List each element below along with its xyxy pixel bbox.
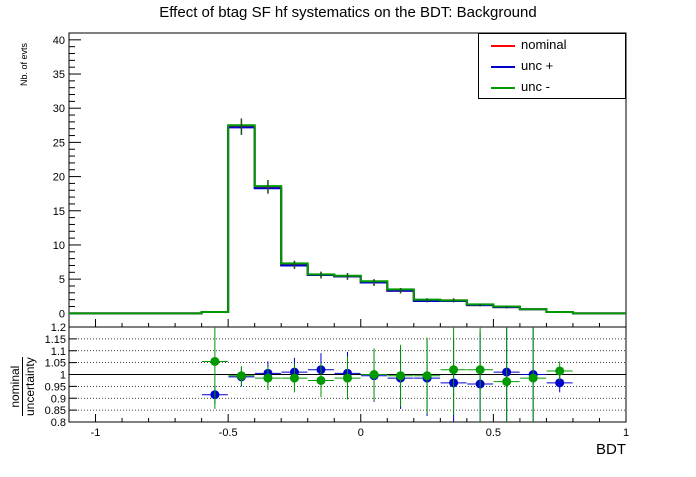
y-tick-label-top: 15 xyxy=(53,206,65,218)
x-tick-label: 0 xyxy=(358,427,364,439)
ratio-point-unc-minus xyxy=(316,375,326,385)
y-tick-label-ratio: 0.85 xyxy=(45,405,66,417)
ratio-point-unc-minus xyxy=(210,356,220,366)
x-tick-label: 0.5 xyxy=(486,427,501,439)
x-tick-label: -0.5 xyxy=(219,427,238,439)
ratio-point-unc-minus xyxy=(555,366,565,376)
y-tick-label-ratio: 1.1 xyxy=(51,346,66,358)
ratio-point-unc-minus xyxy=(263,373,273,383)
x-tick-label: 1 xyxy=(623,427,629,439)
ratio-label-denominator: uncertainty xyxy=(23,357,37,416)
hist-unc-plus xyxy=(69,126,626,315)
y-axis-label-top: Nb. of evts xyxy=(19,42,29,86)
y-tick-label-ratio: 0.8 xyxy=(51,417,66,429)
y-tick-label-top: 35 xyxy=(53,69,65,81)
legend-item-unc-plus: unc + xyxy=(479,57,625,77)
y-tick-label-ratio: 0.95 xyxy=(45,381,66,393)
legend-swatch-unc-plus xyxy=(491,66,515,68)
y-tick-label-ratio: 0.9 xyxy=(51,393,66,405)
legend-swatch-nominal xyxy=(491,45,515,47)
hist-unc-minus xyxy=(69,124,626,315)
ratio-point-unc-minus xyxy=(422,371,432,381)
ratio-point-unc-minus xyxy=(502,377,512,387)
ratio-label-numerator: nominal xyxy=(8,357,23,416)
y-tick-label-top: 20 xyxy=(53,172,65,184)
y-tick-label-top: 5 xyxy=(59,274,65,286)
y-tick-label-top: 40 xyxy=(53,35,65,47)
ratio-point-unc-minus xyxy=(289,373,299,383)
y-tick-label-top: 10 xyxy=(53,240,65,252)
ratio-point-unc-minus xyxy=(449,365,459,375)
legend-item-nominal: nominal xyxy=(479,36,625,56)
y-tick-label-top: 0 xyxy=(59,308,65,320)
y-tick-label-ratio: 1.2 xyxy=(51,322,66,334)
ratio-point-unc-minus xyxy=(528,373,538,383)
x-tick-label: -1 xyxy=(91,427,101,439)
ratio-point-unc-minus xyxy=(236,371,246,381)
y-axis-label-ratio: nominal uncertainty xyxy=(8,357,37,416)
legend-swatch-unc-minus xyxy=(491,87,515,89)
ratio-point-unc-plus xyxy=(555,378,565,388)
hist-nominal xyxy=(69,125,626,315)
legend-label-nominal: nominal xyxy=(521,37,567,52)
ratio-point-unc-minus xyxy=(396,371,406,381)
legend: nominal unc + unc - xyxy=(478,33,626,99)
chart-title: Effect of btag SF hf systematics on the … xyxy=(159,4,537,21)
ratio-point-unc-minus xyxy=(475,365,485,375)
legend-label-unc-minus: unc - xyxy=(521,79,550,94)
y-tick-label-ratio: 1 xyxy=(60,370,66,382)
ratio-point-unc-minus xyxy=(369,370,379,379)
y-tick-label-top: 30 xyxy=(53,103,65,115)
legend-item-unc-minus: unc - xyxy=(479,78,625,98)
ratio-point-unc-minus xyxy=(343,373,352,383)
legend-label-unc-plus: unc + xyxy=(521,58,554,73)
y-tick-label-ratio: 1.15 xyxy=(45,334,66,346)
x-axis-label: BDT xyxy=(596,441,626,458)
y-tick-label-top: 25 xyxy=(53,137,65,149)
y-tick-label-ratio: 1.05 xyxy=(45,358,66,370)
